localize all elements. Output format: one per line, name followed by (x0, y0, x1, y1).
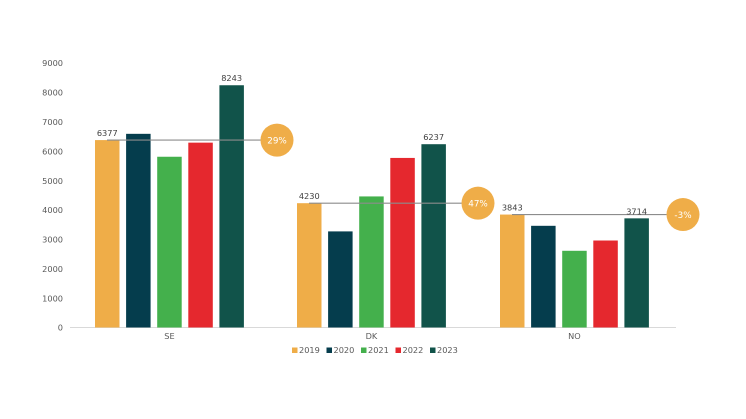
x-tick-label: NO (568, 331, 581, 341)
y-tick-label: 3000 (42, 235, 63, 245)
y-tick-label: 6000 (42, 146, 63, 156)
legend-label: 2020 (334, 345, 355, 355)
change-badge (260, 123, 294, 157)
bar-se-2020 (126, 133, 151, 328)
reference-lines (107, 139, 667, 216)
y-tick-label: 5000 (42, 176, 63, 186)
legend-swatch (326, 347, 332, 353)
bar-dk-2022 (390, 157, 415, 328)
legend-label: 2019 (299, 345, 320, 355)
change-badge (461, 186, 495, 220)
y-tick-label: 9000 (42, 58, 63, 68)
change-badge (666, 198, 700, 232)
bar-se-2021 (157, 156, 182, 328)
y-tick-label: 0 (58, 323, 63, 333)
x-tick-label: SE (164, 331, 174, 341)
legend-swatch (395, 347, 401, 353)
bar-dk-2021 (359, 196, 384, 328)
legend-label: 2021 (368, 345, 389, 355)
data-label: 3843 (502, 203, 523, 213)
legend-label: 2022 (403, 345, 424, 355)
bars (95, 85, 649, 328)
bar-no-2021 (562, 250, 587, 328)
change-badge-label: 47% (468, 199, 488, 209)
change-badge-label: 29% (267, 136, 287, 146)
y-tick-label: 7000 (42, 117, 63, 127)
data-label: 3714 (626, 206, 647, 216)
change-badges: 29% 47% -3% (260, 123, 700, 232)
data-label: 4230 (299, 191, 320, 201)
change-badge-label: -3% (674, 211, 691, 221)
bar-no-2020 (531, 225, 556, 328)
legend-swatch (430, 347, 436, 353)
data-label: 6237 (423, 132, 444, 142)
legend-swatch (361, 347, 367, 353)
y-tick-label: 1000 (42, 293, 63, 303)
legend-label: 2023 (437, 345, 458, 355)
bar-dk-2020 (328, 231, 353, 328)
data-labels: 6377 8243 4230 6237 3843 3714 (97, 73, 647, 216)
bar-se-2023 (219, 85, 244, 328)
bar-se-2019 (95, 140, 120, 328)
x-axis: SE DK NO (164, 331, 580, 341)
y-tick-label: 8000 (42, 88, 63, 98)
bar-dk-2023 (421, 144, 446, 328)
bar-no-2022 (593, 240, 618, 328)
x-tick-label: DK (366, 331, 378, 341)
bar-no-2023 (624, 218, 649, 328)
data-label: 6377 (97, 128, 118, 138)
y-axis: 0 1000 2000 3000 4000 5000 6000 7000 8000 9000 (42, 58, 63, 333)
y-tick-label: 4000 (42, 205, 63, 215)
y-tick-label: 2000 (42, 264, 63, 274)
legend: 2019 2020 2021 2022 2023 (292, 345, 458, 355)
legend-swatch (292, 347, 298, 353)
bar-se-2022 (188, 142, 213, 328)
bar-dk-2019 (297, 203, 322, 328)
data-label: 8243 (221, 73, 242, 83)
bar-no-2019 (500, 214, 525, 328)
